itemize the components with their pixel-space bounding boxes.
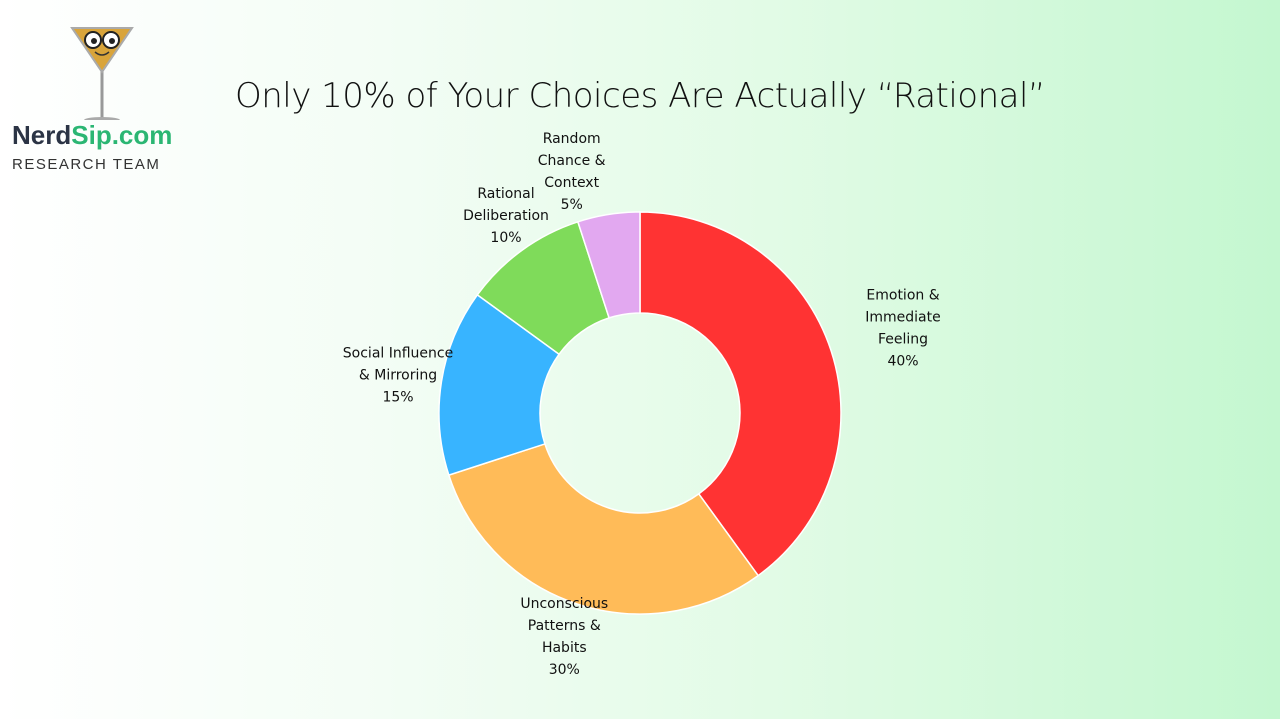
slice-name-line: Random: [543, 131, 601, 147]
donut-slice: [639, 211, 842, 577]
brand-subtitle: RESEARCH TEAM: [12, 156, 161, 173]
martini-glass-logo-icon: [70, 27, 134, 123]
slice-name-line: Immediate: [865, 309, 940, 325]
donut-slice: [576, 211, 641, 319]
slice-value-label: 15%: [382, 390, 413, 406]
chart-title: Only 10% of Your Choices Are Actually “R…: [234, 76, 1046, 116]
slice-name-line: Habits: [542, 640, 587, 656]
slice-value-label: 40%: [887, 353, 918, 369]
slice-name-line: & Mirroring: [359, 368, 437, 384]
slice-label: Rational Deliberation 10%: [463, 186, 549, 246]
brand-name: NerdSip.com: [12, 120, 172, 151]
slice-name-line: Context: [544, 175, 599, 191]
slice-label: Emotion & Immediate Feeling 40%: [865, 287, 940, 369]
slice-label: Social Influence & Mirroring 15%: [343, 346, 453, 406]
slice-value-label: 10%: [490, 230, 521, 246]
slice-name-line: Emotion &: [866, 287, 939, 303]
donut-slice: [447, 442, 760, 615]
slice-name-line: Patterns &: [528, 618, 601, 634]
slice-label: Random Chance & Context 5%: [538, 131, 606, 213]
brand-name-part1: Nerd: [12, 120, 72, 150]
slice-name-line: Deliberation: [463, 208, 549, 224]
slice-name-line: Unconscious: [520, 596, 608, 612]
donut-slice: [438, 293, 561, 477]
slice-name-line: Social Influence: [343, 346, 453, 362]
slice-label: Unconscious Patterns & Habits 30%: [520, 596, 608, 678]
slice-name-line: Rational: [477, 186, 534, 202]
slice-value-label: 30%: [549, 662, 580, 678]
slice-name-line: Chance &: [538, 153, 606, 169]
logo: [10, 10, 200, 125]
brand-name-part2: Sip.com: [71, 120, 173, 150]
slice-name-line: Feeling: [878, 331, 928, 347]
slice-value-label: 5%: [561, 197, 583, 213]
